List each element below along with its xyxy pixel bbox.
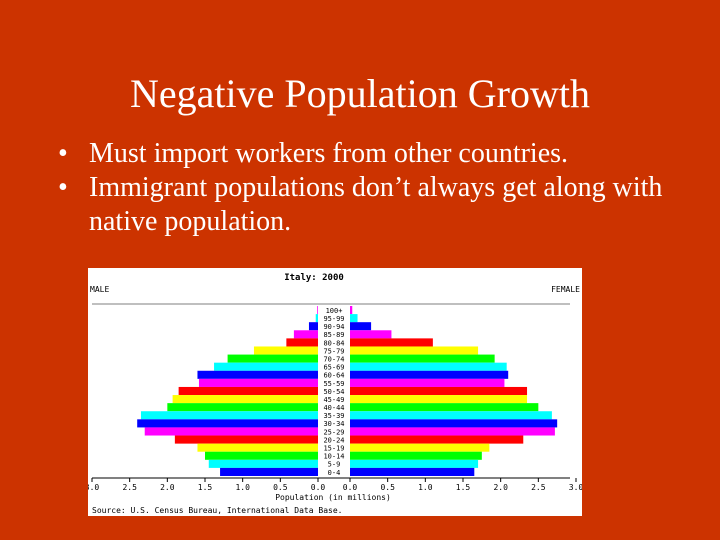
- x-tick-label: 0.0: [311, 483, 326, 492]
- female-bar: [350, 403, 539, 412]
- bullet-dot-icon: •: [58, 138, 68, 169]
- bullet-item: • Immigrant populations don’t always get…: [58, 171, 708, 239]
- female-bar: [350, 419, 558, 428]
- age-group-label: 30-34: [323, 420, 344, 428]
- male-bar: [174, 435, 318, 444]
- male-bar: [253, 346, 318, 355]
- male-bar: [308, 322, 318, 331]
- x-tick-label: 2.5: [122, 483, 137, 492]
- x-tick-label: 2.0: [160, 483, 175, 492]
- female-bar: [350, 443, 490, 452]
- male-bar: [197, 370, 318, 379]
- age-group-label: 15-19: [323, 445, 344, 453]
- female-bar: [350, 411, 552, 420]
- male-bar: [172, 395, 318, 404]
- bullet-text: Immigrant populations don’t always get a…: [89, 172, 663, 237]
- age-group-label: 40-44: [323, 404, 344, 412]
- male-bar: [167, 403, 318, 412]
- chart-title: Italy: 2000: [284, 273, 344, 283]
- male-bar: [137, 419, 318, 428]
- age-group-label: 35-39: [323, 412, 344, 420]
- female-bar: [350, 330, 392, 339]
- population-pyramid-chart: Italy: 2000 MALE FEMALE 100+ 95-99 90-94 85…: [88, 268, 582, 516]
- x-tick-label: 0.5: [380, 483, 395, 492]
- bullet-dot-icon: •: [58, 172, 68, 203]
- male-label: MALE: [90, 285, 109, 294]
- female-bar: [350, 338, 433, 347]
- x-tick-label: 1.0: [418, 483, 433, 492]
- x-tick-label: 3.0: [569, 483, 582, 492]
- male-bar: [205, 451, 318, 460]
- female-bar: [350, 322, 372, 331]
- x-tick-label: 2.0: [493, 483, 508, 492]
- slide-title: Negative Population Growth: [130, 71, 590, 116]
- female-bar: [350, 386, 528, 396]
- female-bar: [350, 354, 495, 363]
- age-group-label: 70-74: [323, 355, 344, 363]
- x-tick-label: 1.5: [198, 483, 213, 492]
- age-group-label: 50-54: [323, 388, 344, 396]
- male-bar: [198, 378, 318, 387]
- male-bar: [197, 443, 318, 452]
- bullet-list: • Must import workers from other countri…: [58, 137, 708, 239]
- age-group-label: 55-59: [323, 380, 344, 388]
- male-bar: [227, 354, 318, 363]
- age-group-label: 20-24: [323, 436, 344, 444]
- male-bar: [220, 467, 318, 476]
- age-group-label: 80-84: [323, 339, 344, 347]
- age-group-label: 25-29: [323, 428, 344, 436]
- bullet-item: • Must import workers from other countri…: [58, 137, 708, 171]
- female-bar: [350, 435, 524, 444]
- bullet-text: Must import workers from other countries…: [89, 138, 569, 169]
- male-bar: [286, 338, 318, 347]
- age-group-label: 90-94: [323, 323, 344, 331]
- male-bar: [214, 362, 318, 371]
- age-group-label: 60-64: [323, 372, 344, 380]
- age-group-label: 45-49: [323, 396, 344, 404]
- male-bar: [317, 306, 318, 315]
- female-bar: [350, 451, 482, 460]
- x-tick-label: 2.5: [531, 483, 546, 492]
- female-bar: [350, 306, 353, 315]
- female-bar: [350, 362, 507, 371]
- male-bar: [144, 427, 318, 436]
- female-bar: [350, 370, 509, 379]
- male-bar: [208, 459, 318, 468]
- pyramid-svg: Italy: 2000 MALE FEMALE 100+95-9990-9485…: [88, 273, 582, 515]
- female-bar: [350, 459, 479, 468]
- age-group-label: 95-99: [323, 315, 344, 323]
- female-bar: [350, 467, 475, 476]
- male-bar: [178, 386, 318, 396]
- female-bar: [350, 395, 528, 404]
- age-group-label: 85-89: [323, 331, 344, 339]
- age-group-label: 100+: [326, 307, 343, 315]
- female-bar: [350, 346, 479, 355]
- female-label: FEMALE: [551, 285, 580, 294]
- age-group-label: 10-14: [323, 453, 344, 461]
- age-group-label: 0-4: [328, 469, 341, 477]
- x-axis-label: Population (in millions): [275, 493, 391, 502]
- age-group-label: 5-9: [328, 461, 341, 469]
- male-bar: [315, 314, 318, 323]
- male-bar: [140, 411, 318, 420]
- x-tick-label: 1.0: [235, 483, 250, 492]
- age-group-label: 75-79: [323, 347, 344, 355]
- x-tick-label: 3.0: [88, 483, 99, 492]
- female-bar: [350, 427, 555, 436]
- x-tick-label: 1.5: [456, 483, 471, 492]
- x-tick-label: 0.5: [273, 483, 288, 492]
- female-bar: [350, 314, 358, 323]
- x-tick-label: 0.0: [343, 483, 358, 492]
- source-note: Source: U.S. Census Bureau, Internationa…: [92, 506, 342, 515]
- age-group-label: 65-69: [323, 364, 344, 372]
- female-bar: [350, 378, 505, 387]
- male-bar: [293, 330, 318, 339]
